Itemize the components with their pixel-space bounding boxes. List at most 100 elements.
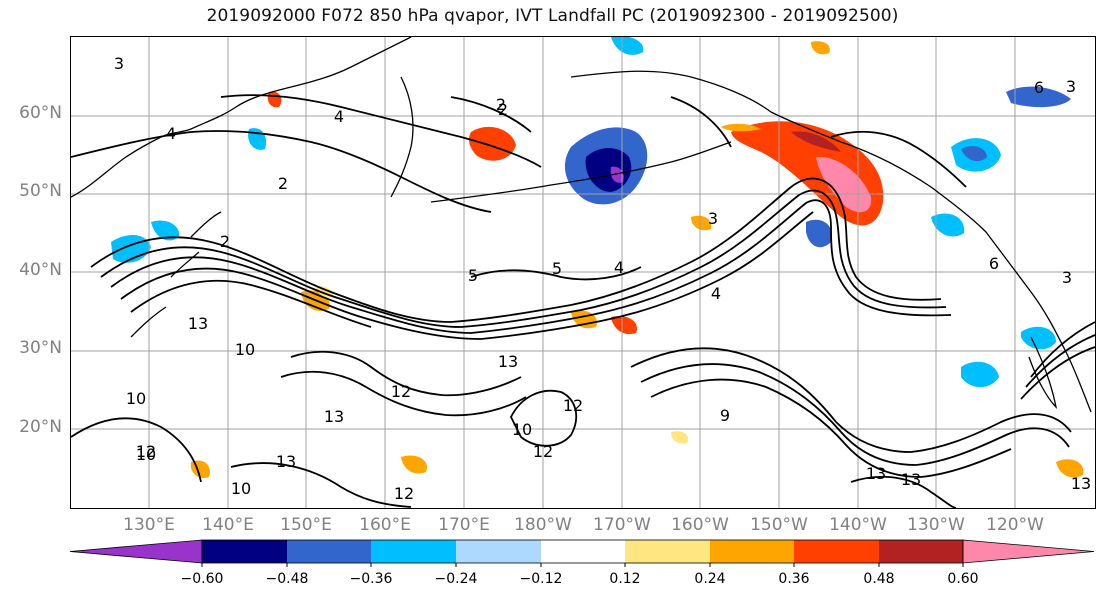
coastline-asia: [71, 37, 412, 198]
colorbar-segment: [371, 540, 456, 563]
positive-anomaly-patch: [267, 91, 282, 108]
negative-anomaly-patch: [1021, 326, 1056, 350]
longitude-label: 140°W: [829, 515, 887, 535]
anomaly-fill-layer: [111, 37, 1084, 479]
longitude-label: 120°W: [986, 515, 1044, 535]
colorbar-segment: [710, 540, 794, 563]
contour-line: [90, 177, 942, 323]
positive-anomaly-patch: [691, 215, 712, 231]
contour-line: [230, 462, 412, 508]
colorbar-tick-label: −0.12: [519, 571, 563, 587]
contour-label: 10: [231, 479, 251, 498]
latitude-label: 40°N: [19, 260, 62, 280]
colorbar-segment: [625, 540, 710, 563]
contour-label: 13: [188, 314, 208, 333]
contour-label: 5: [552, 259, 562, 278]
colorbar-segment: [202, 540, 287, 563]
positive-anomaly-patch: [611, 315, 637, 335]
graticule: [71, 37, 1095, 508]
contour-label: 2: [278, 174, 288, 193]
negative-anomaly-patch: [931, 213, 965, 237]
latitude-label: 50°N: [19, 181, 62, 201]
coastline-aleutians: [430, 141, 732, 203]
colorbar-tick-label: 0.48: [863, 571, 895, 587]
longitude-label: 160°E: [359, 515, 411, 535]
longitude-label: 140°E: [202, 515, 254, 535]
contour-label: 13: [324, 407, 344, 426]
longitude-label: 130°E: [123, 515, 175, 535]
negative-anomaly-patch: [961, 146, 987, 162]
contour-label: 13: [901, 470, 921, 489]
colorbar-segment: [794, 540, 879, 563]
longitude-label: 150°E: [280, 515, 332, 535]
contour-label: 5: [468, 266, 478, 285]
contour-label: 10: [512, 420, 532, 439]
positive-anomaly-patch: [401, 455, 427, 474]
contour-line: [290, 350, 522, 397]
negative-anomaly-patch: [151, 220, 180, 241]
negative-anomaly-patch: [806, 219, 832, 248]
contour-line: [470, 266, 642, 281]
contour-label: 13: [498, 352, 518, 371]
contour-label: 6: [1034, 78, 1044, 97]
contour-label: 13: [276, 452, 296, 471]
positive-anomaly-patch: [1056, 459, 1084, 478]
latitude-label: 60°N: [19, 103, 62, 123]
coastline-alaska: [570, 70, 842, 143]
contour-label: 13: [866, 464, 886, 483]
contour-label: 4: [614, 258, 624, 277]
positive-anomaly-patch: [671, 431, 689, 444]
negative-anomaly-patch: [961, 361, 999, 388]
colorbar-tick-label: 0.24: [694, 571, 726, 587]
contour-label: 12: [391, 382, 411, 401]
contour-line: [100, 189, 947, 328]
contour-label: 10: [235, 340, 255, 359]
contour-line: [670, 96, 732, 148]
contour-line: [110, 199, 952, 334]
contour-label: 10: [136, 445, 156, 464]
contour-label: 2: [496, 95, 506, 114]
figure-title: 2019092000 F072 850 hPa qvapor, IVT Land…: [206, 6, 899, 26]
contour-label: 9: [720, 406, 730, 425]
colorbar-tick-label: −0.48: [265, 571, 309, 587]
contour-line: [1030, 321, 1095, 378]
contour-label: 4: [334, 107, 344, 126]
negative-anomaly-patch: [611, 37, 644, 55]
contour-label: 3: [1062, 268, 1072, 287]
colorbar-segment: [879, 540, 963, 563]
contour-line: [509, 389, 578, 447]
contour-line: [220, 94, 542, 168]
contour-label: 3: [114, 54, 124, 73]
colorbar-segment: [456, 540, 541, 563]
latitude-label: 30°N: [19, 338, 62, 358]
contour-label: 12: [136, 442, 156, 461]
colorbar-segment: [541, 540, 625, 563]
colorbar-tick-label: −0.60: [180, 571, 224, 587]
contour-label: 4: [711, 284, 721, 303]
colorbar-tick-label: −0.36: [349, 571, 393, 587]
contour-line: [120, 211, 814, 340]
contour-line: [830, 130, 967, 188]
contour-line: [450, 96, 532, 133]
positive-anomaly-patch: [791, 131, 841, 152]
colorbar-extend-low: [69, 539, 203, 564]
positive-anomaly-patch: [721, 123, 761, 132]
latitude-label: 20°N: [19, 417, 62, 437]
contour-label: 10: [126, 389, 146, 408]
colorbar-tick-label: −0.24: [434, 571, 478, 587]
colorbar-frame: [201, 539, 964, 564]
contour-label: 6: [989, 254, 999, 273]
colorbar-tick-label: 0.36: [778, 571, 810, 587]
colorbar-segment: [287, 540, 371, 563]
colorbar-tick-label: 0.12: [609, 571, 641, 587]
positive-anomaly-patch: [811, 41, 830, 55]
contour-line: [1025, 334, 1095, 388]
longitude-label: 170°W: [593, 515, 651, 535]
longitude-label: 130°W: [907, 515, 965, 535]
coastline-layer: [71, 37, 1092, 413]
contour-label: 12: [533, 442, 553, 461]
contour-label: 12: [563, 396, 583, 415]
longitude-label: 160°W: [671, 515, 729, 535]
